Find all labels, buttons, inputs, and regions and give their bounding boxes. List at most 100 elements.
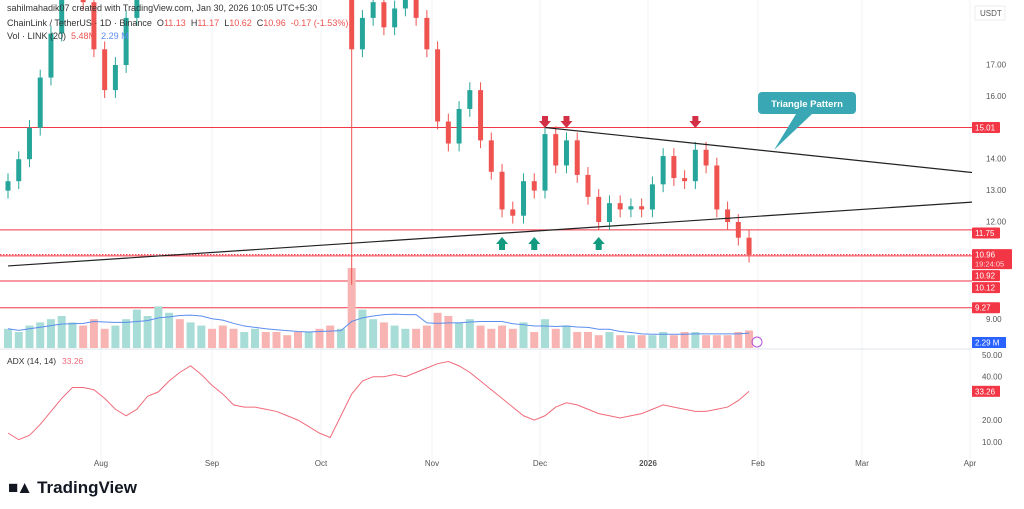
volume-bar <box>390 325 399 348</box>
high-label: H <box>190 18 198 28</box>
volume-title[interactable]: Vol · LINK (20) <box>7 31 67 41</box>
candle-body <box>456 108 462 144</box>
candle-body <box>671 156 677 179</box>
countdown-label: 19:24:05 <box>975 260 1004 269</box>
candle-body <box>102 49 108 91</box>
candle-body <box>59 0 65 34</box>
symbol-name[interactable]: ChainLink / TetherUS · 1D · Binance <box>7 18 152 28</box>
candle-body <box>510 209 516 216</box>
candle-body <box>660 156 666 185</box>
candle-body <box>91 2 97 50</box>
volume-bar <box>680 332 689 348</box>
volume-bar <box>626 335 635 348</box>
time-tick-label: Nov <box>425 459 439 468</box>
volume-ma-value: 2.29 M <box>101 31 129 41</box>
volume-bar <box>616 335 625 348</box>
arrow-markers <box>496 116 763 348</box>
candle-body <box>596 196 602 222</box>
volume-bar <box>251 328 260 348</box>
candle-body <box>349 0 355 50</box>
volume-bar <box>240 332 249 348</box>
volume-bar <box>530 332 539 348</box>
candle-body <box>714 165 720 210</box>
volume-bar <box>46 319 55 348</box>
volume-bar <box>358 309 367 348</box>
high-value: 11.17 <box>197 18 220 28</box>
adx-polyline <box>7 360 750 441</box>
volume-bar <box>326 325 335 348</box>
candle-body <box>37 77 43 128</box>
volume-bar <box>583 332 592 348</box>
time-tick-label: Apr <box>964 459 977 468</box>
price-tick-label: 12.00 <box>986 218 1007 227</box>
adx-value-tag-label: 33.26 <box>975 387 996 396</box>
time-tick-label: Mar <box>855 459 869 468</box>
up-arrow-icon <box>496 237 509 250</box>
volume-bar <box>89 319 98 348</box>
volume-bar <box>562 325 571 348</box>
candle-body <box>563 140 569 166</box>
volume-bar <box>476 325 485 348</box>
volume-bar <box>669 335 678 348</box>
volume-bar <box>100 328 109 348</box>
volume-bar <box>401 328 410 348</box>
price-tick-label: 14.00 <box>986 155 1007 164</box>
time-axis[interactable]: Aug Sep Oct Nov Dec 2026 Feb Mar Apr <box>94 459 977 468</box>
volume-bar <box>498 325 507 348</box>
volume-bar <box>261 332 270 348</box>
volume-bar <box>455 322 464 348</box>
volume-bar <box>14 332 23 348</box>
volume-bar <box>465 319 474 348</box>
adx-line <box>7 360 750 441</box>
level-price-label: 10.12 <box>975 284 996 293</box>
volume-bar <box>551 328 560 348</box>
price-tick-label: 9.00 <box>986 315 1002 324</box>
volume-bar <box>369 319 378 348</box>
volume-bar <box>691 332 700 348</box>
candle-body <box>402 0 408 9</box>
trendline-upper <box>544 126 972 174</box>
candle-body <box>381 2 387 28</box>
change-value: -0.17 (-1.53%) <box>290 18 349 28</box>
volume-bars <box>4 268 754 348</box>
volume-bar <box>541 319 549 348</box>
candle-body <box>692 149 698 182</box>
horizontal-levels[interactable] <box>0 126 972 309</box>
volume-bar <box>433 312 442 348</box>
triangle-pattern-callout[interactable]: Triangle Pattern <box>758 92 856 150</box>
candle-body <box>521 181 527 216</box>
candle-body <box>499 171 505 210</box>
candle-body <box>48 33 54 78</box>
volume-bar <box>111 325 120 348</box>
volume-bar <box>229 328 238 348</box>
volume-bar <box>68 322 77 348</box>
candle-body <box>80 0 86 3</box>
volume-bar <box>283 335 292 348</box>
down-arrow-icon <box>689 116 702 128</box>
candle-body <box>359 17 365 50</box>
candle-body <box>531 181 537 191</box>
volume-bar <box>379 322 388 348</box>
tradingview-logo[interactable]: ■▲ TradingView <box>8 478 137 498</box>
volume-bar <box>659 332 668 348</box>
candle-body <box>26 127 32 160</box>
volume-bar <box>605 332 614 348</box>
level-price-tag <box>972 227 1000 239</box>
trendlines[interactable] <box>7 126 980 267</box>
candles <box>5 0 752 285</box>
volume-bar <box>637 335 646 348</box>
volume-bar <box>218 325 227 348</box>
volume-ma-line <box>7 313 750 335</box>
level-price-label: 10.92 <box>975 272 996 281</box>
price-axis[interactable]: USDT 50.00 40.00 20.00 10.00 17.00 16.00 15.01 1… <box>972 5 1012 447</box>
low-label: L <box>224 18 230 28</box>
volume-bar <box>702 335 711 348</box>
candle-body <box>370 2 376 18</box>
volume-bar <box>25 325 34 348</box>
volume-bar <box>723 335 732 348</box>
symbol-legend: ChainLink / TetherUS · 1D · Binance O11.… <box>7 18 348 28</box>
volume-bar <box>444 316 453 348</box>
up-arrow-icon <box>528 237 541 250</box>
